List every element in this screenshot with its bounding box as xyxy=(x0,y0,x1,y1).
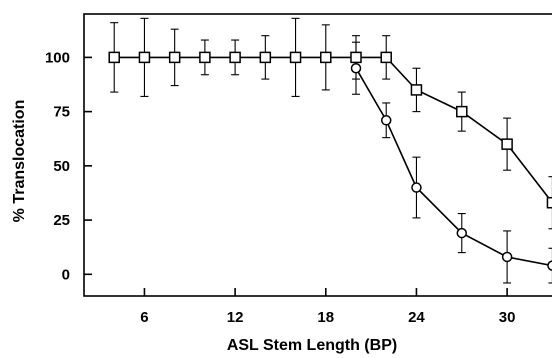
data-point-square xyxy=(108,51,120,64)
x-tick-label: 24 xyxy=(408,309,425,326)
data-point-circle xyxy=(501,251,513,263)
plot-frame xyxy=(83,13,552,297)
data-point-square xyxy=(380,51,392,64)
data-point-square xyxy=(546,196,552,209)
series-line-circle xyxy=(355,67,552,267)
x-tick-label: 6 xyxy=(140,309,148,326)
data-point-circle xyxy=(456,227,468,239)
data-point-square xyxy=(320,51,332,64)
y-tick-label: 75 xyxy=(53,104,70,121)
data-point-square xyxy=(501,138,513,150)
y-axis-label: % Translocation xyxy=(11,100,28,223)
data-point-circle xyxy=(411,182,422,193)
x-axis-label: ASL Stem Length (BP) xyxy=(227,337,397,354)
data-point-circle xyxy=(350,62,362,74)
data-point-square xyxy=(350,51,362,64)
data-point-circle xyxy=(547,260,552,271)
y-tick-label: 25 xyxy=(53,212,70,229)
data-point-square xyxy=(229,51,241,64)
data-point-square xyxy=(259,51,272,64)
ticks: 6 12 18 24 30 0 25 50 75 100 xyxy=(45,49,515,326)
series-line-square xyxy=(114,56,552,204)
x-tick-label: 18 xyxy=(317,309,334,326)
y-tick-label: 50 xyxy=(53,158,70,175)
data-point-square xyxy=(410,84,423,96)
markers xyxy=(108,51,552,271)
data-point-circle xyxy=(380,115,392,126)
x-tick-label: 12 xyxy=(227,309,244,326)
data-point-square xyxy=(289,51,302,64)
data-point-square xyxy=(456,105,468,118)
y-tick-label: 100 xyxy=(45,49,70,66)
data-point-square xyxy=(138,51,151,64)
y-tick-label: 0 xyxy=(62,266,70,283)
data-point-square xyxy=(168,51,181,64)
axes xyxy=(83,13,552,297)
data-point-square xyxy=(199,51,211,64)
series-lines xyxy=(114,56,552,267)
x-tick-label: 30 xyxy=(499,309,516,326)
